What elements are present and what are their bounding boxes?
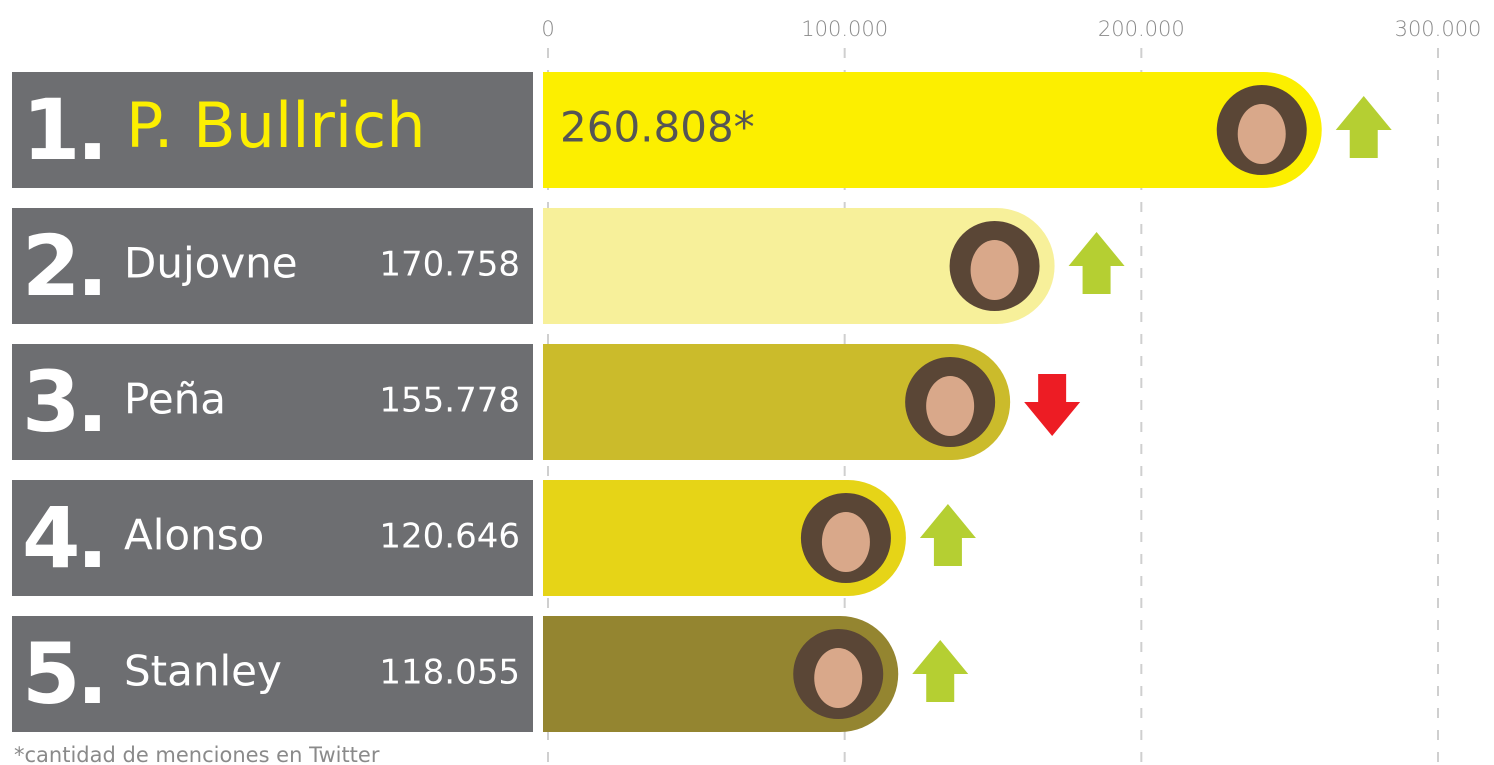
- x-tick-label: 300.000: [1395, 17, 1482, 41]
- trend-arrow: [1024, 374, 1080, 436]
- category-label: P. Bullrich: [126, 89, 426, 162]
- x-tick-label: 200.000: [1098, 17, 1185, 41]
- photo-face: [1238, 104, 1286, 164]
- rank: 4.: [22, 489, 104, 587]
- x-tick-label: 0: [541, 17, 554, 41]
- trend-arrow: [1336, 96, 1392, 158]
- photo-face: [822, 512, 870, 572]
- trend-arrow: [920, 504, 976, 566]
- category-label: Alonso: [124, 511, 264, 560]
- rows: 1. P. Bullrich 260.808* 2. Dujovne 170.758 3. P…: [12, 72, 1392, 732]
- category-label: Peña: [124, 375, 226, 424]
- footnote: *cantidad de menciones en Twitter: [14, 743, 380, 765]
- rank: 5.: [22, 625, 104, 723]
- rank: 3.: [22, 353, 104, 451]
- value-label: 170.758: [379, 245, 520, 285]
- value-label: 118.055: [379, 653, 520, 693]
- value-label: 260.808*: [560, 103, 755, 152]
- photo-face: [971, 240, 1019, 300]
- category-label: Dujovne: [124, 239, 298, 288]
- photo-face: [926, 376, 974, 436]
- value-label: 155.778: [379, 381, 520, 421]
- value-label: 120.646: [379, 517, 520, 557]
- rank: 1.: [22, 81, 104, 179]
- rank: 2.: [22, 217, 104, 315]
- page: {"chart_data": {"type": "bar", "orientat…: [0, 0, 1494, 765]
- photo-face: [814, 648, 862, 708]
- chart: 0 100.000 200.000 300.000 1. P. Bullrich 260.…: [0, 0, 1494, 765]
- trend-arrow: [912, 640, 968, 702]
- category-label: Stanley: [124, 647, 282, 696]
- trend-arrow: [1069, 232, 1125, 294]
- x-tick-label: 100.000: [801, 17, 888, 41]
